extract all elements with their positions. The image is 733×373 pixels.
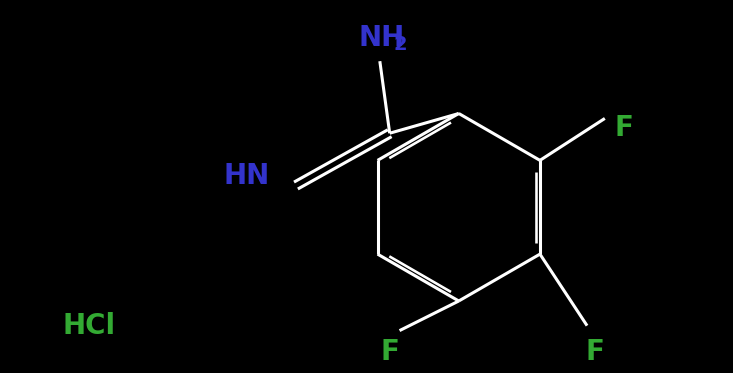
Text: HCl: HCl bbox=[62, 312, 115, 340]
Text: NH: NH bbox=[358, 23, 405, 51]
Text: F: F bbox=[615, 114, 633, 142]
Text: HN: HN bbox=[224, 162, 270, 189]
Text: 2: 2 bbox=[394, 35, 408, 54]
Text: F: F bbox=[586, 338, 605, 367]
Text: F: F bbox=[380, 338, 399, 367]
